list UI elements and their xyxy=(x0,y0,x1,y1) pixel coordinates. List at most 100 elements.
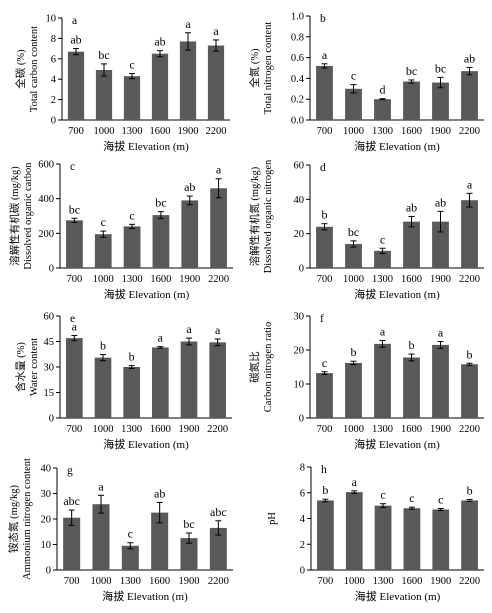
significance-letter: c xyxy=(101,215,106,229)
x-tick-label: 1900 xyxy=(430,576,451,587)
bar xyxy=(66,220,83,268)
y-axis-label: 含水量 (%) xyxy=(14,342,27,392)
x-tick-label: 2200 xyxy=(459,424,480,435)
x-axis-label: 海拔 Elevation (m) xyxy=(355,589,441,603)
y-tick-label: 4 xyxy=(51,75,57,86)
y-axis-label: 全碳 (%) xyxy=(14,49,27,89)
y-tick-label: 0 xyxy=(46,566,51,577)
x-tick-label: 1000 xyxy=(93,274,114,285)
significance-letter: ab xyxy=(435,195,446,209)
y-tick-label: 30 xyxy=(41,489,52,500)
significance-letter: c xyxy=(129,58,134,72)
panel-letter: b xyxy=(320,13,326,25)
y-tick-label: 200 xyxy=(38,229,54,240)
bar xyxy=(63,517,81,570)
x-tick-label: 700 xyxy=(317,126,333,137)
bar xyxy=(345,492,363,570)
bar xyxy=(152,215,170,268)
bar xyxy=(66,338,83,418)
y-tick-label: 20 xyxy=(294,229,305,240)
y-tick-label: 60 xyxy=(294,161,305,172)
x-tick-label: 1300 xyxy=(121,424,142,435)
y-tick-label: 0 xyxy=(49,414,54,425)
y-axis-label: 铵态氮 (mg/kg) xyxy=(7,485,20,553)
y-axis-label: Dissolved organic nitrogen xyxy=(263,159,274,273)
bar xyxy=(151,512,169,570)
significance-letter: b xyxy=(409,338,415,352)
significance-letter: a xyxy=(215,323,221,337)
chart-panel-b: 0.0 0.2 0.4 0.6 0.8 1.0 a 700 c 1000 d 1300 bc 1600 bc… xyxy=(248,12,484,153)
bar xyxy=(151,53,169,121)
y-axis-label: Ammonium nitrogen content xyxy=(22,458,33,580)
significance-letter: b xyxy=(351,345,357,359)
y-tick-label: 1.0 xyxy=(291,12,304,23)
x-tick-label: 700 xyxy=(317,274,333,285)
significance-letter: bc xyxy=(155,196,166,210)
y-tick-label: 10 xyxy=(41,540,52,551)
y-axis-label: 溶解性有机碳 (mg/kg) xyxy=(8,166,21,266)
x-tick-label: 700 xyxy=(66,424,82,435)
bar xyxy=(345,243,362,268)
y-tick-label: 20 xyxy=(41,515,52,526)
y-tick-label: 2 xyxy=(51,95,56,106)
y-tick-label: 4 xyxy=(300,514,306,525)
significance-letter: bc xyxy=(69,202,80,216)
bar xyxy=(374,250,391,268)
significance-letter: ab xyxy=(70,33,81,47)
bar xyxy=(432,344,449,418)
bar xyxy=(316,226,333,268)
bar xyxy=(403,221,420,268)
y-tick-label: 400 xyxy=(38,194,54,205)
panel-letter: e xyxy=(70,313,75,325)
bar xyxy=(403,81,420,120)
chart-panel-f: 0 10 20 30 c 700 b 1000 a 1300 b 1600 a 1900 b 2200 f 海拔 … xyxy=(248,312,484,451)
x-tick-label: 1300 xyxy=(122,126,143,137)
significance-letter: c xyxy=(129,208,134,222)
x-tick-label: 1000 xyxy=(343,424,364,435)
y-tick-label: 0.8 xyxy=(291,32,304,43)
y-tick-label: 20 xyxy=(294,346,305,357)
y-tick-label: 10 xyxy=(46,14,57,25)
bar xyxy=(209,527,227,570)
y-tick-label: 0 xyxy=(299,414,304,425)
bar xyxy=(210,188,227,268)
x-tick-label: 1900 xyxy=(430,126,451,137)
y-tick-label: 0 xyxy=(51,116,56,127)
x-tick-label: 1000 xyxy=(94,126,115,137)
significance-letter: bc xyxy=(348,225,359,239)
x-tick-label: 1600 xyxy=(401,576,422,587)
y-axis-label: Total carbon content xyxy=(29,26,40,112)
y-tick-label: 0.0 xyxy=(291,116,304,127)
x-axis-label: 海拔 Elevation (m) xyxy=(354,437,440,451)
x-tick-label: 1600 xyxy=(149,576,170,587)
x-axis-label: 海拔 Elevation (m) xyxy=(102,589,188,603)
x-tick-label: 700 xyxy=(68,126,84,137)
bar xyxy=(123,226,141,268)
bar xyxy=(180,538,198,570)
significance-letter: c xyxy=(438,492,443,506)
significance-letter: b xyxy=(129,350,135,364)
y-tick-label: 45 xyxy=(44,337,55,348)
x-tick-label: 1300 xyxy=(120,576,141,587)
x-tick-label: 1300 xyxy=(373,576,394,587)
x-tick-label: 700 xyxy=(317,424,333,435)
x-tick-label: 2200 xyxy=(208,274,229,285)
x-tick-label: 1000 xyxy=(91,576,112,587)
chart-panel-a: 0 2 4 6 8 10 ab 700 bc 1000 c 1300 ab 1600 a 1900 a 2200 a… xyxy=(14,14,230,153)
bar xyxy=(345,88,362,120)
x-tick-label: 1900 xyxy=(179,424,200,435)
x-axis-label: 海拔 Elevation (m) xyxy=(354,287,440,301)
y-tick-label: 0 xyxy=(300,566,305,577)
x-axis-label: 海拔 Elevation (m) xyxy=(104,287,190,301)
y-tick-label: 0 xyxy=(49,264,54,275)
significance-letter: a xyxy=(438,326,444,340)
significance-letter: b xyxy=(322,208,328,222)
significance-letter: a xyxy=(158,331,164,345)
bar xyxy=(179,41,197,120)
significance-letter: c xyxy=(380,488,385,502)
x-tick-label: 700 xyxy=(318,576,334,587)
x-tick-label: 2200 xyxy=(206,126,227,137)
x-tick-label: 1600 xyxy=(401,424,422,435)
bar xyxy=(207,45,225,120)
